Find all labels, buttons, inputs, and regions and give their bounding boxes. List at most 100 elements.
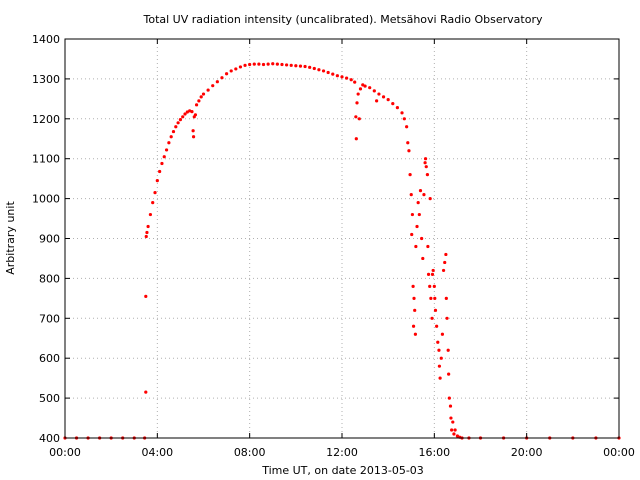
data-points bbox=[63, 62, 621, 440]
data-point bbox=[444, 252, 448, 257]
data-point bbox=[447, 396, 451, 400]
x-axis-label: Time UT, on date 2013-05-03 bbox=[261, 464, 424, 477]
data-point bbox=[432, 284, 436, 288]
data-point bbox=[446, 348, 450, 352]
data-point bbox=[372, 89, 376, 93]
data-point bbox=[257, 62, 261, 66]
y-axis-label: Arbitrary unit bbox=[4, 201, 17, 275]
data-point bbox=[220, 76, 224, 80]
data-point bbox=[375, 99, 379, 103]
y-tick-label: 1100 bbox=[32, 153, 60, 166]
data-point bbox=[193, 113, 198, 117]
data-point bbox=[428, 197, 432, 201]
data-point bbox=[381, 95, 386, 99]
data-point bbox=[234, 67, 238, 71]
data-point bbox=[426, 272, 431, 277]
data-point bbox=[331, 72, 335, 76]
data-point bbox=[153, 191, 157, 195]
data-point bbox=[450, 428, 454, 432]
chart-title: Total UV radiation intensity (uncalibrat… bbox=[143, 13, 543, 26]
data-point bbox=[441, 268, 446, 273]
data-point bbox=[191, 129, 195, 133]
y-tick-label: 800 bbox=[39, 272, 60, 285]
y-tick-label: 1300 bbox=[32, 73, 60, 86]
data-point bbox=[417, 212, 421, 217]
data-point bbox=[451, 420, 455, 424]
data-point bbox=[453, 428, 457, 432]
y-tick-label: 600 bbox=[39, 352, 60, 365]
data-point bbox=[436, 340, 440, 344]
data-point bbox=[199, 95, 203, 99]
grid-lines bbox=[65, 39, 619, 438]
data-point bbox=[425, 173, 430, 177]
data-point bbox=[144, 234, 148, 239]
data-point bbox=[355, 101, 359, 105]
data-point bbox=[414, 244, 418, 249]
data-point bbox=[433, 296, 437, 300]
data-point bbox=[420, 236, 424, 241]
data-point bbox=[211, 84, 215, 88]
data-point bbox=[411, 284, 415, 288]
data-point bbox=[368, 86, 372, 90]
data-point bbox=[145, 230, 149, 235]
data-point bbox=[430, 316, 434, 320]
data-point bbox=[423, 157, 428, 161]
data-point bbox=[312, 66, 316, 71]
data-point bbox=[438, 376, 442, 380]
data-point bbox=[248, 62, 252, 67]
data-point bbox=[444, 296, 448, 300]
data-point bbox=[356, 92, 360, 96]
data-point bbox=[405, 125, 409, 129]
data-point bbox=[406, 141, 410, 145]
data-point bbox=[201, 92, 206, 96]
y-tick-label: 1000 bbox=[32, 193, 60, 206]
data-point bbox=[169, 135, 173, 139]
data-point bbox=[294, 64, 298, 68]
data-point bbox=[418, 189, 423, 193]
data-point bbox=[354, 115, 358, 119]
x-tick-label: 16:00 bbox=[418, 446, 450, 459]
data-point bbox=[415, 224, 419, 229]
data-point bbox=[449, 416, 453, 420]
data-point bbox=[224, 72, 229, 76]
data-point bbox=[439, 356, 443, 360]
data-point bbox=[407, 149, 411, 153]
data-point bbox=[412, 296, 416, 300]
data-point bbox=[402, 117, 406, 121]
data-point bbox=[266, 62, 270, 66]
data-point bbox=[303, 64, 307, 69]
x-axis: 00:00 04:00 08:00 12:00 16:00 20:00 00:00 bbox=[49, 39, 635, 459]
data-point bbox=[413, 308, 417, 312]
data-point bbox=[440, 332, 445, 336]
data-point bbox=[413, 332, 418, 336]
data-point bbox=[377, 92, 381, 96]
data-point bbox=[422, 193, 426, 197]
data-point bbox=[423, 161, 427, 165]
data-point bbox=[158, 169, 162, 174]
data-point bbox=[238, 65, 243, 69]
data-point bbox=[363, 84, 367, 88]
data-point bbox=[229, 69, 233, 73]
data-point bbox=[289, 63, 293, 67]
data-point bbox=[206, 88, 210, 92]
data-point bbox=[148, 212, 153, 217]
data-point bbox=[358, 87, 363, 91]
data-point bbox=[181, 115, 185, 119]
y-tick-label: 700 bbox=[39, 312, 60, 325]
data-point bbox=[144, 390, 148, 394]
data-point bbox=[167, 141, 171, 145]
data-point bbox=[437, 364, 442, 368]
data-point bbox=[349, 78, 353, 82]
data-point bbox=[298, 64, 303, 68]
y-tick-label: 1200 bbox=[32, 113, 60, 126]
data-point bbox=[426, 244, 430, 249]
data-point bbox=[424, 165, 428, 169]
data-point bbox=[408, 173, 412, 177]
data-point bbox=[176, 121, 180, 125]
data-point bbox=[437, 348, 441, 352]
data-point bbox=[308, 65, 312, 69]
data-point bbox=[155, 179, 159, 183]
data-point bbox=[197, 99, 201, 103]
data-point bbox=[183, 112, 187, 116]
data-point bbox=[409, 193, 413, 197]
